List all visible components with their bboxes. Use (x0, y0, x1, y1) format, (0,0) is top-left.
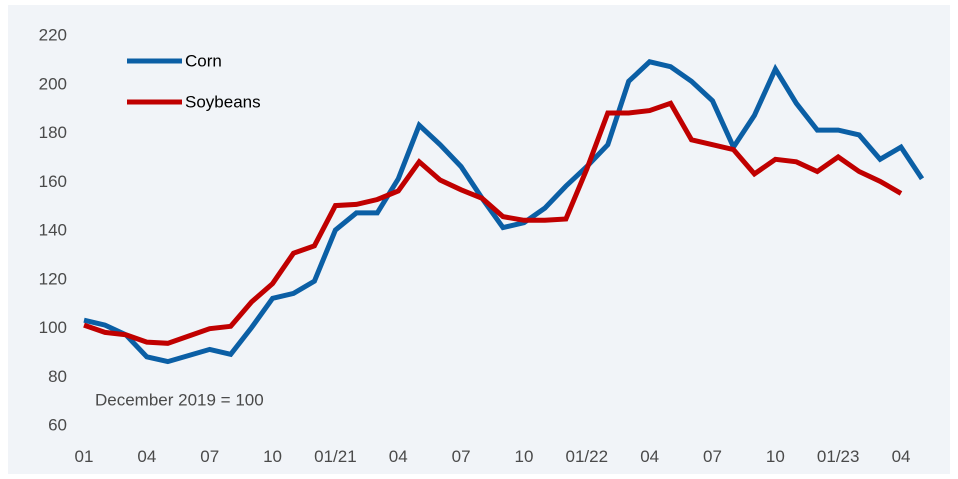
x-tick-label: 01 (75, 447, 94, 466)
y-tick-label: 140 (39, 221, 67, 240)
y-tick-label: 80 (48, 367, 67, 386)
x-tick-label: 04 (137, 447, 156, 466)
x-tick-label: 10 (514, 447, 533, 466)
base-note: December 2019 = 100 (95, 391, 264, 410)
y-tick-label: 180 (39, 123, 67, 142)
x-tick-label: 04 (389, 447, 408, 466)
x-axis-ticks: 01 04 07 10 01/21 04 07 10 01/22 04 07 10 01/23 04 (75, 447, 911, 466)
y-tick-label: 120 (39, 269, 67, 288)
y-axis-ticks: 60 80 100 120 140 160 180 200 220 (39, 26, 67, 435)
legend-label-soybeans: Soybeans (185, 93, 261, 112)
y-tick-label: 60 (48, 416, 67, 435)
x-tick-label: 04 (640, 447, 659, 466)
chart-background (8, 5, 950, 474)
y-tick-label: 100 (39, 318, 67, 337)
x-tick-label: 01/22 (566, 447, 609, 466)
series-line-soybeans (83, 100, 903, 346)
x-tick-label: 07 (452, 447, 471, 466)
series-line-corn (83, 59, 925, 365)
x-tick-label: 01/23 (817, 447, 860, 466)
x-tick-label: 04 (892, 447, 911, 466)
x-tick-label: 01/21 (314, 447, 357, 466)
y-tick-label: 200 (39, 74, 67, 93)
legend-label-corn: Corn (185, 52, 222, 71)
x-tick-label: 10 (263, 447, 282, 466)
x-tick-label: 07 (200, 447, 219, 466)
series-lines (83, 59, 925, 365)
x-tick-label: 10 (766, 447, 785, 466)
x-tick-label: 07 (703, 447, 722, 466)
y-tick-label: 160 (39, 172, 67, 191)
y-tick-label: 220 (39, 26, 67, 45)
legend: Corn Soybeans (127, 52, 261, 112)
